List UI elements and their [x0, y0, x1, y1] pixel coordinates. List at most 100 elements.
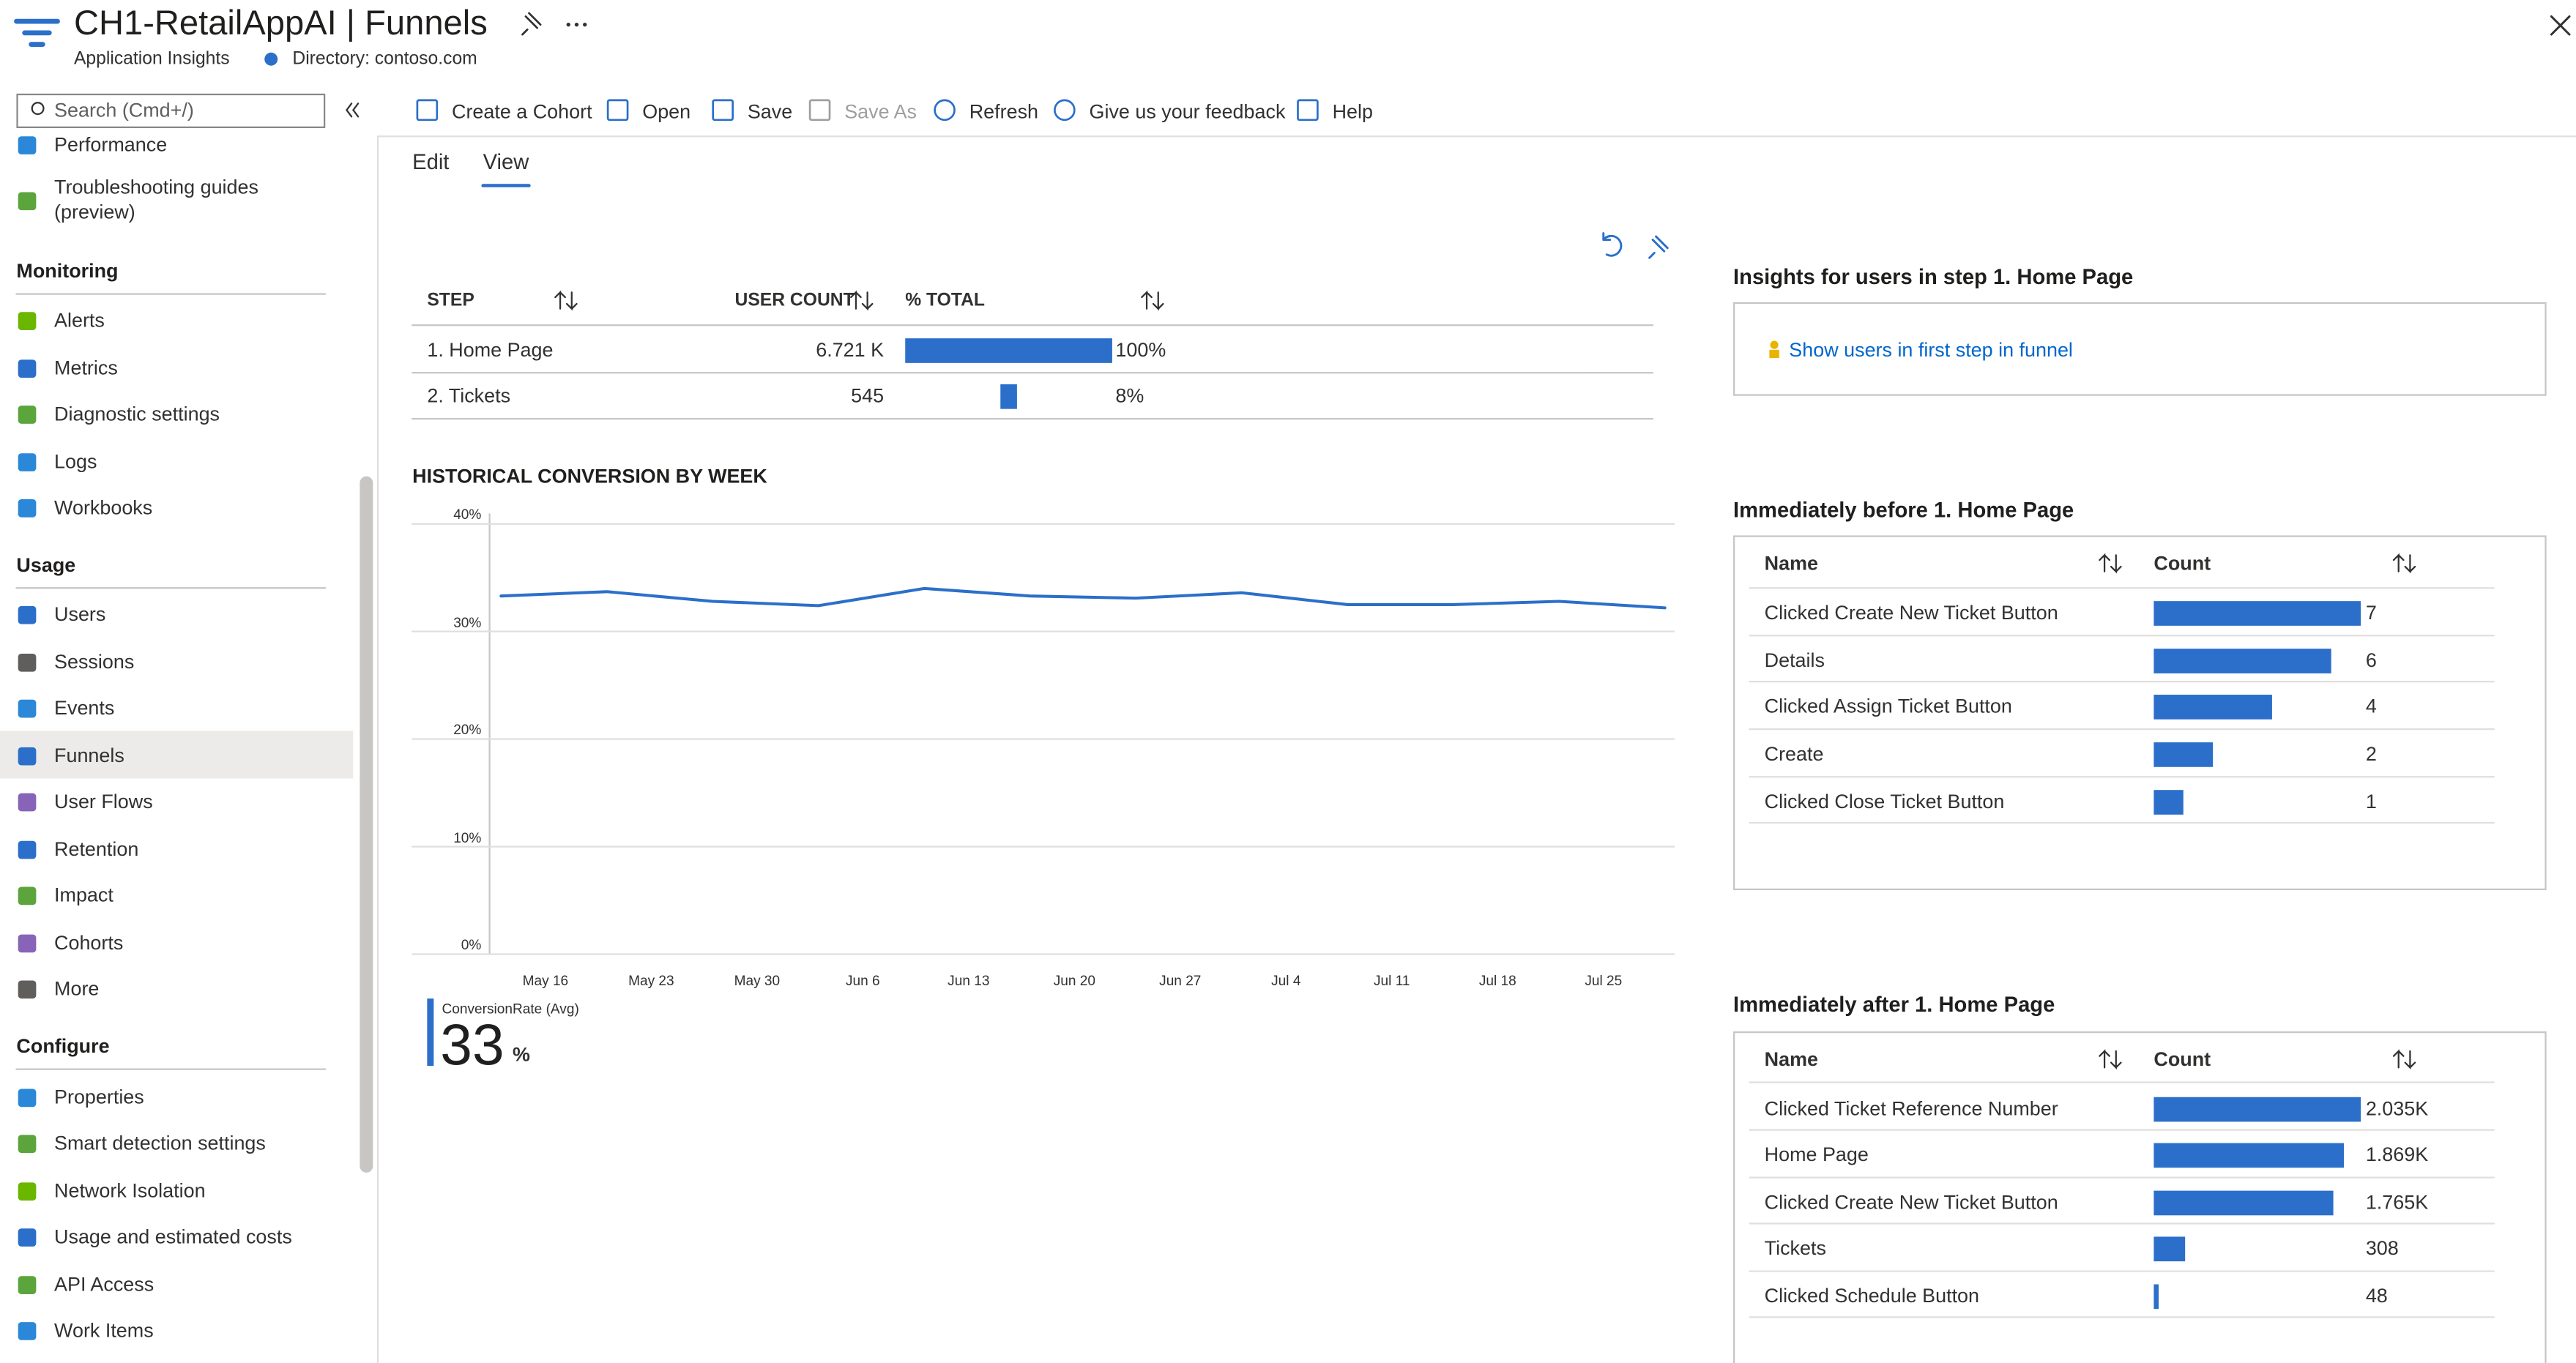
- column-header: Name: [1764, 1048, 1818, 1071]
- row-name: Clicked Close Ticket Button: [1764, 790, 2005, 813]
- x-tick-label: Jun 20: [1053, 972, 1095, 989]
- count-label: 2.035K: [2365, 1097, 2429, 1121]
- nav-icon: [18, 840, 37, 859]
- nav-item[interactable]: Smart detection settings: [54, 1131, 266, 1155]
- toolbar-button[interactable]: Open: [642, 100, 691, 124]
- insights-link[interactable]: Show users in first step in funnel: [1789, 338, 2073, 362]
- nav-item[interactable]: More: [54, 976, 100, 1001]
- subtitle: Application Insights: [73, 49, 230, 70]
- nav-icon: [18, 1228, 37, 1247]
- y-tick-label: 0%: [461, 936, 482, 953]
- column-header: STEP: [427, 291, 474, 311]
- nav-icon: [18, 406, 37, 424]
- step-name: 1. Home Page: [427, 338, 554, 362]
- toolbar-icon: [934, 99, 956, 122]
- nav-item[interactable]: Funnels: [54, 744, 124, 767]
- toolbar-button[interactable]: Refresh: [969, 100, 1039, 124]
- nav-icon: [18, 453, 37, 471]
- nav-item[interactable]: API Access: [54, 1272, 155, 1296]
- user-count: 545: [851, 384, 885, 408]
- toolbar-button[interactable]: Create a Cohort: [451, 100, 592, 124]
- x-tick-label: May 23: [628, 972, 674, 989]
- count-label: 4: [2365, 695, 2377, 718]
- nav-item[interactable]: Performance: [54, 132, 168, 157]
- nav-item[interactable]: Events: [54, 696, 115, 720]
- nav-item[interactable]: Impact: [54, 884, 113, 907]
- y-tick-label: 10%: [453, 828, 482, 845]
- row-name: Clicked Assign Ticket Button: [1764, 695, 2012, 718]
- count-label: 1.869K: [2365, 1143, 2429, 1166]
- nav-item[interactable]: Work Items: [54, 1318, 154, 1343]
- nav-item[interactable]: Workbooks: [54, 496, 153, 519]
- toolbar-button[interactable]: Give us your feedback: [1089, 100, 1286, 124]
- nav-item[interactable]: Properties: [54, 1086, 144, 1109]
- count-bar: [2154, 1284, 2159, 1310]
- directory: Directory: contoso.com: [292, 49, 477, 70]
- nav-item[interactable]: Users: [54, 602, 106, 626]
- count-bar: [2154, 649, 2331, 673]
- search-placeholder[interactable]: Search (Cmd+/): [54, 98, 194, 122]
- pin-button[interactable]: [521, 12, 542, 36]
- user-count: 6.721 K: [816, 338, 885, 362]
- toolbar-button[interactable]: Save As: [844, 100, 917, 124]
- sort-icon: [850, 290, 874, 311]
- nav-item[interactable]: Logs: [54, 449, 97, 474]
- more-button[interactable]: [566, 22, 587, 27]
- count-bar: [2154, 790, 2184, 815]
- nav-icon: [18, 1135, 37, 1154]
- sort-icon: [1141, 290, 1164, 311]
- x-tick-label: Jul 25: [1585, 972, 1623, 989]
- nav-item[interactable]: User Flows: [54, 790, 153, 813]
- x-tick-label: Jul 11: [1374, 972, 1410, 989]
- search-box[interactable]: [16, 93, 326, 129]
- nav-icon: [18, 499, 37, 518]
- nav-item[interactable]: Alerts: [54, 308, 105, 332]
- sort-icon: [2099, 553, 2122, 574]
- toolbar-icon: [712, 99, 734, 122]
- nav-item[interactable]: Network Isolation: [54, 1179, 206, 1203]
- toolbar-icon: [606, 99, 629, 122]
- tab[interactable]: View: [483, 149, 529, 174]
- nav-item[interactable]: Usage and estimated costs: [54, 1225, 292, 1249]
- nav-item[interactable]: Retention: [54, 837, 139, 861]
- table-rules: [412, 324, 1654, 420]
- nav-icon: [18, 934, 37, 953]
- nav-item[interactable]: Diagnostic settings: [54, 402, 220, 426]
- tab[interactable]: Edit: [412, 149, 450, 174]
- toolbar-icon: [1297, 99, 1319, 122]
- percent-label: 100%: [1115, 338, 1166, 362]
- x-tick-label: Jul 4: [1271, 972, 1301, 989]
- section-heading: Monitoring: [16, 259, 119, 283]
- nav-item[interactable]: Sessions: [54, 650, 135, 673]
- close-button[interactable]: [2550, 15, 2571, 36]
- undo-button[interactable]: [1602, 232, 1623, 257]
- search-icon: [31, 102, 45, 116]
- count-label: 1.765K: [2365, 1190, 2429, 1214]
- nav-icon: [18, 1276, 37, 1294]
- after-rules: [1749, 1081, 2495, 1318]
- step-name: 2. Tickets: [427, 384, 511, 408]
- nav-icon: [18, 359, 37, 378]
- nav-icon: [18, 747, 37, 766]
- y-tick-label: 20%: [453, 720, 482, 738]
- toolbar-button[interactable]: Help: [1332, 100, 1373, 124]
- pin-chart-button[interactable]: [1648, 235, 1669, 259]
- nav-icon: [18, 793, 37, 812]
- nav-icon: [18, 653, 37, 672]
- toolbar-button[interactable]: Save: [747, 100, 793, 124]
- collapse-button[interactable]: [346, 102, 360, 118]
- count-label: 7: [2365, 601, 2377, 624]
- toolbar-icon: [1054, 99, 1076, 122]
- nav-item[interactable]: Cohorts: [54, 931, 124, 955]
- section-heading: Usage: [16, 553, 76, 577]
- nav-icon: [18, 886, 37, 905]
- page-title: CH1-RetailAppAI | Funnels: [73, 4, 488, 43]
- nav-item[interactable]: Troubleshooting guides (preview): [54, 176, 258, 224]
- row-name: Clicked Create New Ticket Button: [1764, 1190, 2058, 1214]
- logo: [14, 18, 60, 47]
- summary-value: 33: [440, 1013, 505, 1078]
- nav-item[interactable]: Metrics: [54, 356, 118, 380]
- toolbar-icon: [808, 99, 831, 122]
- nav-icon: [18, 605, 37, 624]
